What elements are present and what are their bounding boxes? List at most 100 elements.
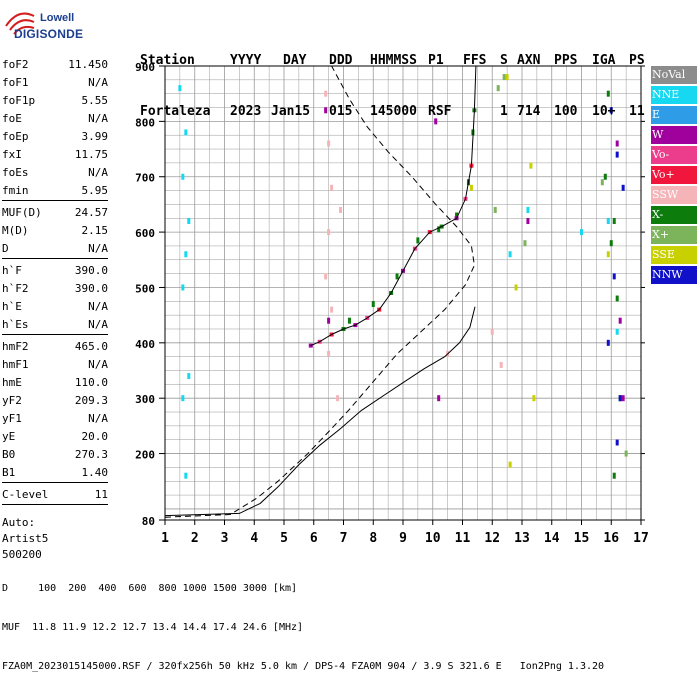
data-point-w (324, 107, 328, 114)
legend-item-nnw: NNW (651, 266, 697, 284)
data-point-x- (371, 301, 375, 308)
data-point-nne (181, 173, 185, 180)
param-name: h`Es (2, 318, 29, 331)
param-separator (2, 258, 108, 259)
header-value-4: 145000 (370, 104, 417, 119)
header-value-9: 10+ (592, 104, 616, 119)
data-point-w (618, 317, 622, 324)
data-point-w (526, 218, 530, 225)
legend-item-x-: X- (651, 206, 697, 224)
data-point-nnw (618, 395, 622, 402)
param-value: 390.0 (74, 282, 108, 295)
param-row: yF2 209.3 (2, 392, 108, 410)
chart-grid (164, 65, 642, 520)
header-label-4: HHMMSS (370, 53, 417, 68)
legend-item-x-: X+ (651, 226, 697, 244)
data-point-sse (508, 461, 512, 468)
param-value: 390.0 (74, 264, 108, 277)
x-tick-label: 8 (369, 531, 377, 546)
param-name: hmF2 (2, 340, 29, 353)
x-tick-label: 13 (514, 531, 530, 546)
y-tick-label: 800 (135, 116, 155, 129)
param-row: hmF2 465.0 (2, 338, 108, 356)
header-label-10: IGA (592, 53, 616, 68)
data-point-x- (606, 90, 610, 97)
y-tick-label: 700 (135, 172, 155, 185)
header-label-7: S (500, 53, 508, 68)
param-value: 209.3 (74, 394, 108, 407)
header-value-10: 11 (629, 104, 645, 119)
param-row: C-level 11 (2, 486, 108, 504)
param-row: foEp 3.99 (2, 128, 108, 146)
legend-item-e: E (651, 106, 697, 124)
param-value: 270.3 (74, 448, 108, 461)
param-name: M(D) (2, 224, 29, 237)
param-name: B1 (2, 466, 16, 479)
header-value-3: 015 (329, 104, 353, 119)
param-separator (2, 504, 108, 505)
legend-item-vo-: Vo+ (651, 166, 697, 184)
data-point-nnw (615, 439, 619, 446)
param-row: h`F2 390.0 (2, 280, 108, 298)
param-name: MUF(D) (2, 206, 42, 219)
param-row: B1 1.40 (2, 464, 108, 482)
data-point-w (615, 140, 619, 147)
parameter-panel: foF2 11.450 foF1 N/A foF1p 5.55 foE N/A foEp 3.99… (2, 58, 108, 563)
param-name: fxI (2, 148, 22, 161)
header-values-row: Fortaleza 2023 Jan15 015 145000 RSF 1 714 100 10+… (140, 103, 645, 120)
param-name: h`F2 (2, 282, 29, 295)
data-point-x- (395, 273, 399, 280)
param-name: fmin (2, 184, 29, 197)
param-value: 5.95 (81, 184, 109, 197)
param-value: N/A (88, 76, 108, 89)
param-name: D (2, 242, 9, 255)
y-tick-labels: 80 200 300 400 500 600 700 800 900 (135, 61, 645, 528)
param-name: h`F (2, 264, 22, 277)
param-name: foF1p (2, 94, 36, 107)
data-point-nne (178, 85, 182, 92)
chart-curves (164, 65, 477, 518)
param-row: M(D) 2.15 (2, 222, 108, 240)
data-point-x- (416, 237, 420, 244)
data-point-w (437, 395, 441, 402)
data-point-nne (187, 373, 191, 380)
data-point-ssw (339, 206, 343, 213)
x-tick-label: 10 (425, 531, 441, 546)
legend-item-nne: NNE (651, 86, 697, 104)
data-point-ssw (499, 361, 503, 368)
param-value: N/A (88, 300, 108, 313)
param-row: foF1p 5.55 (2, 92, 108, 110)
header-label-11: PS (629, 53, 645, 68)
data-point-sse (532, 395, 536, 402)
x-tick-label: 16 (603, 531, 619, 546)
param-value: 110.0 (74, 376, 108, 389)
param-value: 3.99 (81, 130, 109, 143)
header-value-2: Jan15 (271, 104, 311, 119)
param-row: foE N/A (2, 110, 108, 128)
param-value: 20.0 (81, 430, 109, 443)
param-value: 11.450 (68, 58, 108, 71)
auto-line1: Auto: (2, 516, 36, 529)
param-value: 1.40 (81, 466, 109, 479)
x-tick-label: 1 (161, 531, 169, 546)
param-row: hmF1 N/A (2, 356, 108, 374)
data-point-x- (600, 179, 604, 186)
y-tick-label: 400 (135, 338, 155, 351)
param-value: N/A (88, 358, 108, 371)
param-value: 11.75 (74, 148, 108, 161)
param-separator (2, 334, 108, 335)
param-value: N/A (88, 112, 108, 125)
y-tick-label: 80 (142, 515, 155, 528)
data-point-sse (514, 284, 518, 291)
x-tick-label: 5 (280, 531, 288, 546)
data-point-ssw (336, 395, 340, 402)
param-value: N/A (88, 412, 108, 425)
param-row: MUF(D) 24.57 (2, 204, 108, 222)
param-row: h`Es N/A (2, 316, 108, 334)
y-tick-label: 500 (135, 282, 155, 295)
x-tick-label: 9 (399, 531, 407, 546)
data-point-ssw (327, 350, 331, 357)
data-point-x- (502, 74, 506, 81)
param-row: hmE 110.0 (2, 374, 108, 392)
data-point-x- (609, 240, 613, 247)
